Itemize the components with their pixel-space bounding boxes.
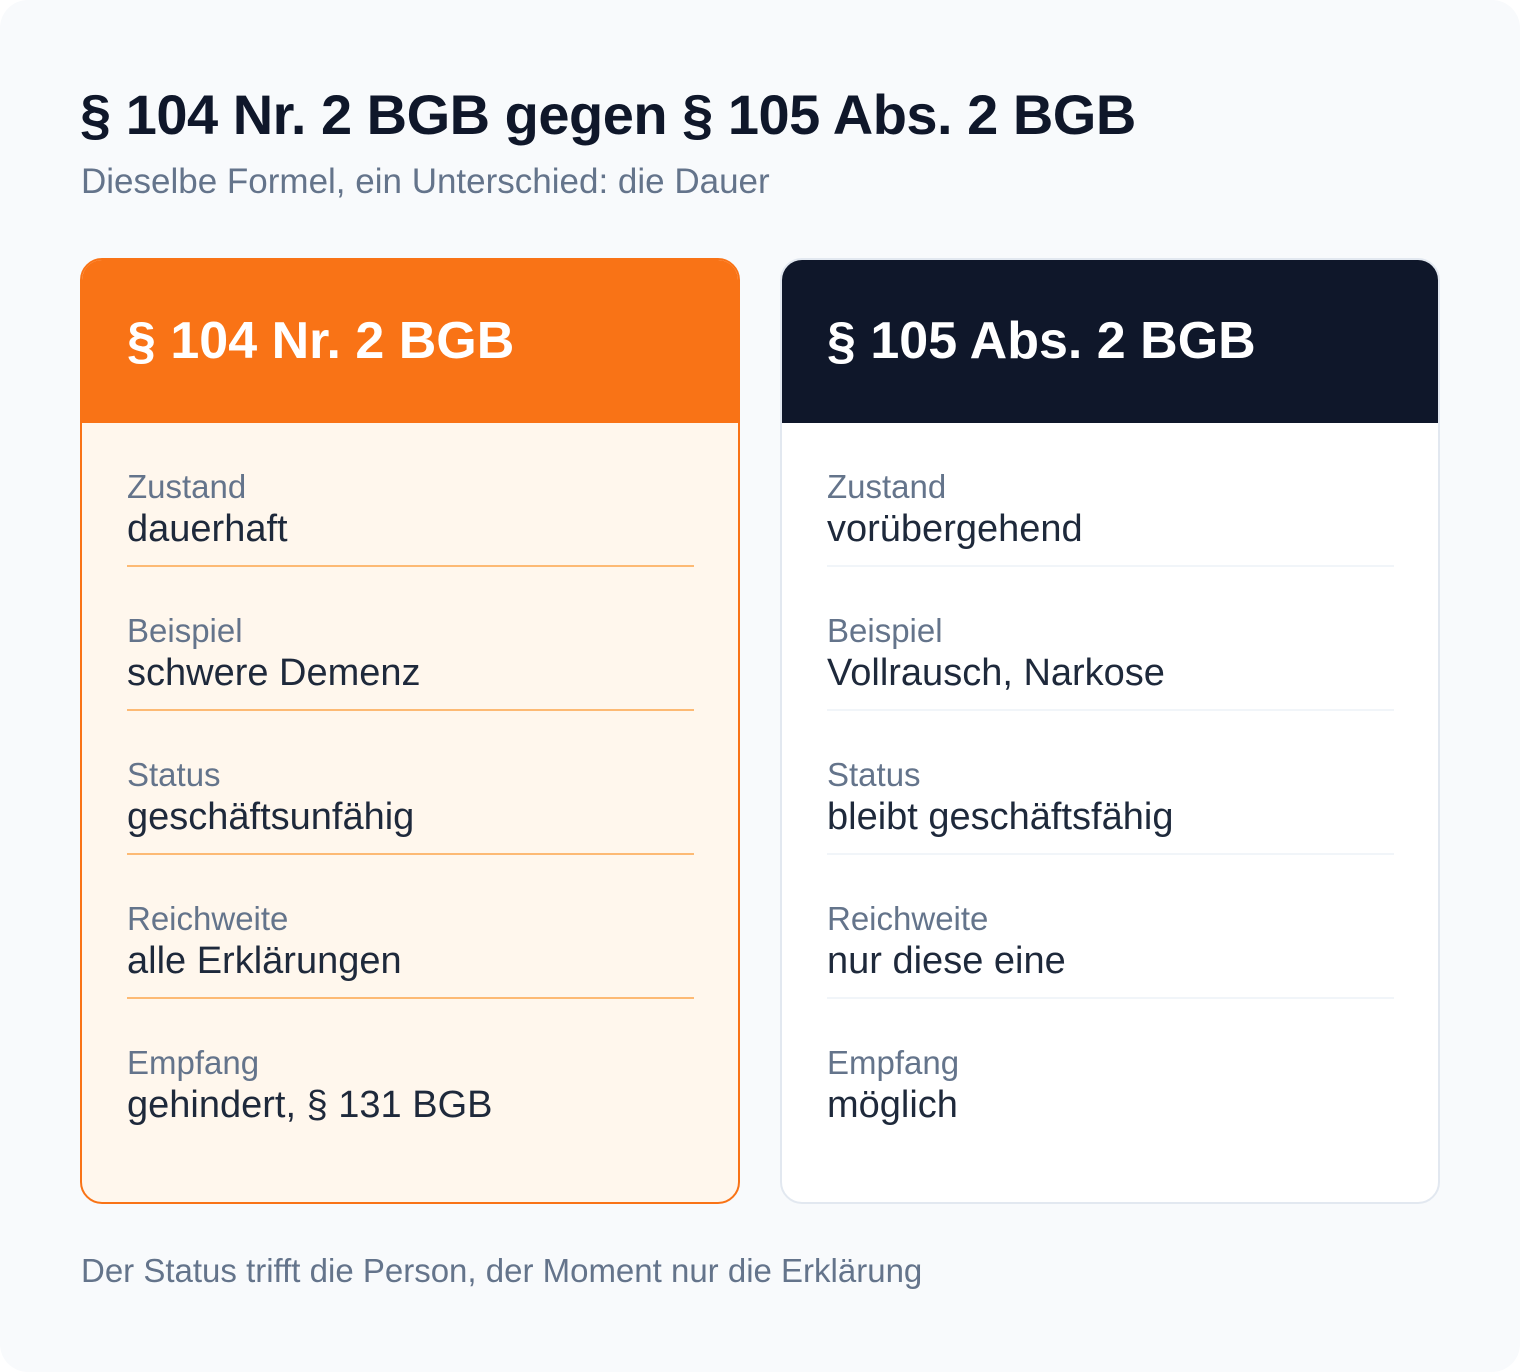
row-value: geschäftsunfähig xyxy=(127,796,415,838)
row-label: Beispiel xyxy=(127,612,243,649)
row-value: bleibt geschäftsfähig xyxy=(827,796,1174,838)
row-label: Zustand xyxy=(127,468,247,505)
row-zustand: Zustand dauerhaft xyxy=(127,423,694,567)
row-empfang: Empfang möglich xyxy=(827,999,1394,1143)
row-value: vorübergehend xyxy=(827,508,1083,550)
row-label: Status xyxy=(127,756,221,793)
row-value: nur diese eine xyxy=(827,940,1066,982)
row-beispiel: Beispiel schwere Demenz xyxy=(127,567,694,711)
card-104: § 104 Nr. 2 BGB Zustand dauerhaft Beispi… xyxy=(80,258,740,1204)
row-value: dauerhaft xyxy=(127,508,288,550)
row-reichweite: Reichweite alle Erklärungen xyxy=(127,855,694,999)
row-value: gehindert, § 131 BGB xyxy=(127,1084,493,1126)
page-subtitle: Dieselbe Formel, ein Unterschied: die Da… xyxy=(81,162,770,201)
row-label: Status xyxy=(827,756,921,793)
card-105: § 105 Abs. 2 BGB Zustand vorübergehend B… xyxy=(780,258,1440,1204)
row-label: Empfang xyxy=(127,1044,260,1081)
row-label: Reichweite xyxy=(127,900,289,937)
row-label: Reichweite xyxy=(827,900,989,937)
row-value: schwere Demenz xyxy=(127,652,421,694)
row-empfang: Empfang gehindert, § 131 BGB xyxy=(127,999,694,1143)
row-label: Zustand xyxy=(827,468,947,505)
row-value: Vollrausch, Narkose xyxy=(827,652,1165,694)
row-label: Empfang xyxy=(827,1044,960,1081)
row-label: Beispiel xyxy=(827,612,943,649)
row-status: Status geschäftsunfähig xyxy=(127,711,694,855)
page-title: § 104 Nr. 2 BGB gegen § 105 Abs. 2 BGB xyxy=(80,83,1136,146)
row-value: möglich xyxy=(827,1084,958,1126)
row-reichweite: Reichweite nur diese eine xyxy=(827,855,1394,999)
row-value: alle Erklärungen xyxy=(127,940,402,982)
footer-caption: Der Status trifft die Person, der Moment… xyxy=(81,1252,923,1289)
row-zustand: Zustand vorübergehend xyxy=(827,423,1394,567)
card-105-title: § 105 Abs. 2 BGB xyxy=(782,260,1438,423)
card-104-title: § 104 Nr. 2 BGB xyxy=(82,260,738,423)
row-beispiel: Beispiel Vollrausch, Narkose xyxy=(827,567,1394,711)
row-status: Status bleibt geschäftsfähig xyxy=(827,711,1394,855)
